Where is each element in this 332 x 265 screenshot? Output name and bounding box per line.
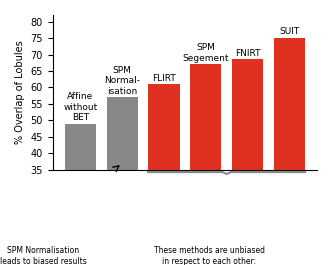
Bar: [232, 59, 263, 170]
Bar: [65, 124, 96, 170]
Text: SUIT: SUIT: [279, 27, 299, 36]
Bar: [190, 64, 221, 170]
Text: Affine
without
BET: Affine without BET: [63, 92, 98, 122]
Y-axis label: % Overlap of Lobules: % Overlap of Lobules: [15, 41, 25, 144]
Text: FLIRT: FLIRT: [152, 73, 176, 82]
Bar: [274, 38, 305, 170]
Bar: [107, 97, 138, 170]
Text: These methods are unbiased
in respect to each other:
Same AVERAGE result in MNI : These methods are unbiased in respect to…: [141, 246, 277, 265]
Text: SPM Normalisation
leads to biased results
(elongated cerebellum): SPM Normalisation leads to biased result…: [0, 246, 88, 265]
Text: SPM
Normal-
isation: SPM Normal- isation: [104, 66, 140, 96]
Text: FNIRT: FNIRT: [235, 49, 260, 58]
Bar: [148, 84, 180, 170]
Text: SPM
Segement: SPM Segement: [183, 43, 229, 63]
